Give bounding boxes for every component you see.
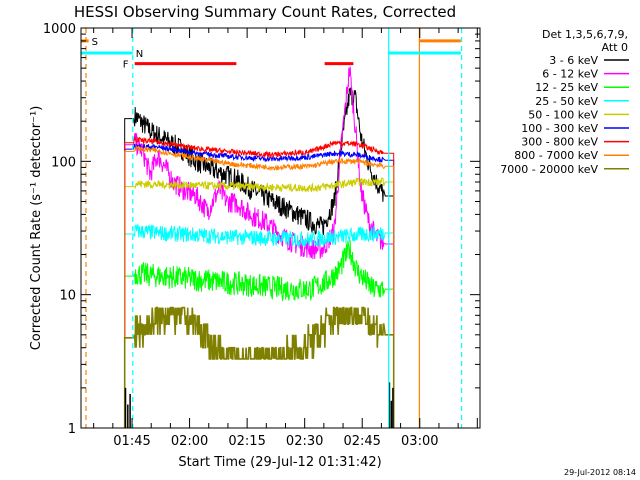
y-tick-label: 100 bbox=[51, 155, 76, 170]
y-axis-label: Corrected Count Rate (s⁻¹ detector⁻¹) bbox=[29, 106, 44, 351]
legend-label: 300 - 800 keV bbox=[521, 136, 598, 149]
chart-title: HESSI Observing Summary Count Rates, Cor… bbox=[74, 3, 456, 21]
flag-label: S bbox=[92, 37, 98, 48]
legend-label: 100 - 300 keV bbox=[521, 122, 598, 135]
flag-label: F bbox=[123, 60, 129, 71]
series-line-9 bbox=[123, 306, 395, 428]
legend-label: 50 - 100 keV bbox=[528, 108, 598, 121]
series-line-4 bbox=[124, 223, 395, 428]
series-line-2 bbox=[124, 66, 395, 428]
x-tick-label: 03:00 bbox=[401, 434, 438, 449]
x-tick-label: 02:30 bbox=[286, 434, 323, 449]
legend-label: 12 - 25 keV bbox=[535, 81, 598, 94]
x-tick-label: 02:15 bbox=[228, 434, 265, 449]
series-line-8 bbox=[124, 144, 395, 428]
series-line-6 bbox=[124, 142, 395, 428]
y-tick-label: 1000 bbox=[43, 22, 76, 37]
footer-date: 29-Jul-2012 08:14 bbox=[564, 468, 636, 477]
legend-header: Det 1,3,5,6,7,9, bbox=[542, 28, 628, 41]
flag-label: N bbox=[136, 49, 143, 60]
y-tick-label: 1 bbox=[68, 422, 76, 437]
legend-label: 25 - 50 keV bbox=[535, 95, 598, 108]
series-line-1 bbox=[124, 87, 395, 428]
y-tick-label: 10 bbox=[59, 289, 76, 304]
legend-label: 800 - 7000 keV bbox=[514, 149, 598, 162]
plot-frame bbox=[80, 27, 481, 429]
legend-header: Att 0 bbox=[602, 41, 628, 54]
legend-label: 7000 - 20000 keV bbox=[500, 163, 598, 176]
x-tick-label: 01:45 bbox=[113, 434, 150, 449]
axes-layer: 1 10 100 1000 01:45 02:00 02:15 02:30 02:45 03:00 bbox=[43, 22, 481, 449]
series-line-5 bbox=[124, 176, 395, 428]
x-tick-label: 02:00 bbox=[171, 434, 208, 449]
series-layer bbox=[123, 66, 395, 428]
x-axis-label: Start Time (29-Jul-12 01:31:42) bbox=[178, 455, 381, 470]
legend-label: 3 - 6 keV bbox=[549, 54, 598, 67]
legend-label: 6 - 12 keV bbox=[542, 68, 598, 81]
series-line-7 bbox=[124, 136, 395, 428]
x-tick-label: 02:45 bbox=[343, 434, 380, 449]
series-line-3 bbox=[124, 240, 395, 428]
annotation-layer: S NF bbox=[81, 28, 463, 428]
